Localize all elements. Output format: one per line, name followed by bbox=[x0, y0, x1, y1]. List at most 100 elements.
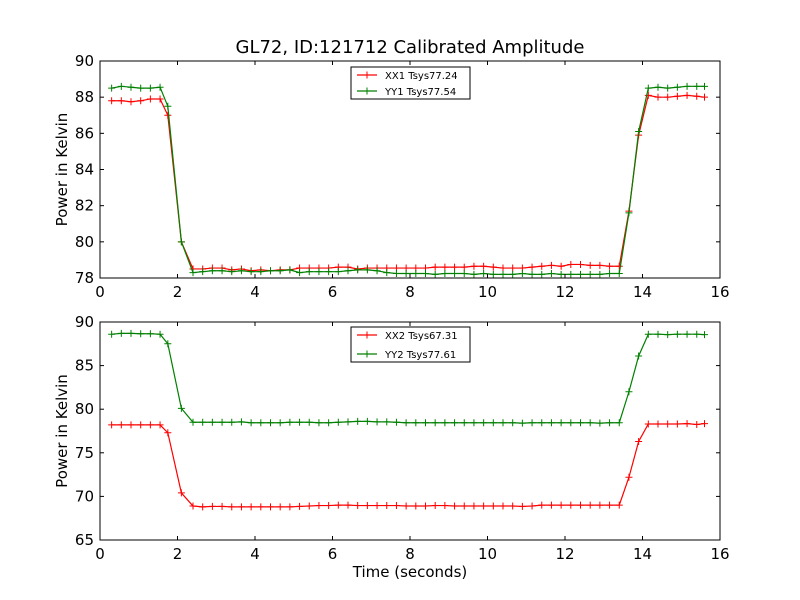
data-point-0-1-33 bbox=[431, 270, 439, 278]
data-point-1-1-35 bbox=[451, 419, 459, 427]
data-point-0-1-28 bbox=[383, 269, 391, 277]
y-tick-label-1-4: 85 bbox=[75, 357, 94, 375]
x-tick-label-1-4: 8 bbox=[405, 545, 415, 563]
data-point-1-0-43 bbox=[528, 502, 536, 510]
data-point-1-1-22 bbox=[325, 419, 333, 427]
data-point-0-1-4 bbox=[146, 84, 154, 92]
data-point-1-1-12 bbox=[228, 418, 236, 426]
data-point-1-0-34 bbox=[441, 502, 449, 510]
data-point-1-0-59 bbox=[683, 420, 691, 428]
data-point-0-1-35 bbox=[451, 269, 459, 277]
data-point-0-1-45 bbox=[547, 269, 555, 277]
data-point-0-0-0 bbox=[108, 97, 116, 105]
data-point-1-0-10 bbox=[208, 502, 216, 510]
data-point-1-0-57 bbox=[664, 420, 672, 428]
data-point-1-1-0 bbox=[108, 330, 116, 338]
data-point-1-0-21 bbox=[315, 502, 323, 510]
y-tick-label-1-0: 65 bbox=[75, 531, 94, 549]
y-axis-label-1: Power in Kelvin bbox=[53, 374, 71, 488]
x-tick-label-0-8: 16 bbox=[710, 283, 729, 301]
data-point-1-0-42 bbox=[518, 502, 526, 510]
data-point-0-1-1 bbox=[117, 82, 125, 90]
data-point-1-0-18 bbox=[286, 503, 294, 511]
data-point-1-1-2 bbox=[127, 329, 135, 337]
data-point-1-1-59 bbox=[683, 330, 691, 338]
data-point-0-1-11 bbox=[218, 267, 226, 275]
data-point-0-0-1 bbox=[117, 97, 125, 105]
data-point-1-1-1 bbox=[117, 329, 125, 337]
data-point-1-1-27 bbox=[373, 418, 381, 426]
data-point-1-1-33 bbox=[431, 419, 439, 427]
data-point-0-1-14 bbox=[247, 268, 255, 276]
legend-label-1-1: YY2 Tsys77.61 bbox=[384, 350, 456, 361]
y-tick-label-0-6: 90 bbox=[75, 52, 94, 70]
data-point-1-1-14 bbox=[247, 419, 255, 427]
data-point-0-0-51 bbox=[606, 262, 614, 270]
data-point-0-1-52 bbox=[615, 269, 623, 277]
bottom-plot: 0 2 4 6 8 10 12 14 16 65 70 75 80 85 90 Power in Kelvin… bbox=[53, 313, 730, 581]
data-point-0-1-21 bbox=[315, 268, 323, 276]
y-tick-label-1-1: 70 bbox=[75, 487, 94, 505]
data-point-0-0-55 bbox=[644, 91, 652, 99]
data-point-0-1-0 bbox=[108, 84, 116, 92]
data-point-0-1-3 bbox=[137, 84, 145, 92]
data-point-1-1-45 bbox=[547, 419, 555, 427]
data-point-0-1-53 bbox=[625, 209, 633, 217]
data-point-0-1-34 bbox=[441, 269, 449, 277]
data-point-1-1-9 bbox=[199, 418, 207, 426]
x-tick-label-1-2: 4 bbox=[250, 545, 260, 563]
data-point-0-1-16 bbox=[267, 267, 274, 275]
data-point-1-1-54 bbox=[635, 352, 643, 360]
data-point-1-1-5 bbox=[156, 330, 164, 338]
data-point-0-1-30 bbox=[402, 269, 410, 277]
data-point-0-0-57 bbox=[664, 93, 672, 101]
data-point-1-1-49 bbox=[586, 419, 594, 427]
data-point-0-0-2 bbox=[127, 98, 135, 106]
data-point-1-0-60 bbox=[693, 420, 701, 428]
data-point-1-0-41 bbox=[509, 502, 517, 510]
x-tick-label-1-7: 14 bbox=[633, 545, 652, 563]
data-point-0-1-43 bbox=[528, 270, 536, 278]
data-point-1-1-48 bbox=[577, 419, 584, 427]
data-point-1-0-13 bbox=[237, 503, 245, 511]
data-point-1-1-24 bbox=[344, 418, 352, 426]
data-point-1-0-19 bbox=[296, 502, 304, 510]
x-tick-label-0-6: 12 bbox=[555, 283, 574, 301]
x-tick-label-0-4: 8 bbox=[405, 283, 415, 301]
data-point-1-0-12 bbox=[228, 503, 236, 511]
data-point-1-0-32 bbox=[422, 502, 429, 510]
data-point-0-1-59 bbox=[683, 82, 691, 90]
data-point-1-0-0 bbox=[108, 421, 116, 429]
data-point-0-0-59 bbox=[683, 91, 691, 99]
data-point-1-1-55 bbox=[644, 330, 652, 338]
data-point-1-0-15 bbox=[257, 503, 265, 511]
x-tick-label-1-6: 12 bbox=[555, 545, 574, 563]
data-point-0-1-19 bbox=[296, 269, 304, 277]
data-point-1-1-28 bbox=[383, 418, 391, 426]
data-point-1-0-25 bbox=[354, 502, 362, 510]
x-tick-label-1-1: 2 bbox=[173, 545, 183, 563]
data-point-1-1-31 bbox=[412, 419, 420, 427]
data-point-0-1-29 bbox=[392, 269, 400, 277]
data-point-1-0-45 bbox=[547, 501, 555, 509]
data-point-1-0-52 bbox=[615, 501, 623, 509]
data-point-1-1-47 bbox=[567, 419, 575, 427]
data-point-0-1-37 bbox=[470, 270, 478, 278]
data-point-0-1-60 bbox=[693, 82, 701, 90]
data-point-1-0-50 bbox=[596, 501, 604, 509]
data-point-0-0-37 bbox=[470, 262, 478, 270]
data-point-0-1-22 bbox=[325, 268, 333, 276]
data-point-1-0-7 bbox=[177, 489, 185, 497]
x-tick-label-1-8: 16 bbox=[710, 545, 729, 563]
data-point-1-1-38 bbox=[480, 419, 488, 427]
data-point-0-0-58 bbox=[673, 92, 681, 100]
top-plot: 0 2 4 6 8 10 12 14 16 78 80 82 84 86 88 90 Power in Kelv… bbox=[53, 52, 730, 301]
data-point-1-1-46 bbox=[557, 419, 565, 427]
data-point-0-1-20 bbox=[305, 268, 313, 276]
legend-marker-0-1 bbox=[363, 87, 371, 95]
data-point-1-0-47 bbox=[567, 501, 575, 509]
y-tick-label-1-2: 75 bbox=[75, 444, 94, 462]
data-point-0-0-48 bbox=[577, 260, 584, 268]
data-point-1-1-40 bbox=[499, 419, 507, 427]
data-point-1-1-23 bbox=[334, 418, 342, 426]
